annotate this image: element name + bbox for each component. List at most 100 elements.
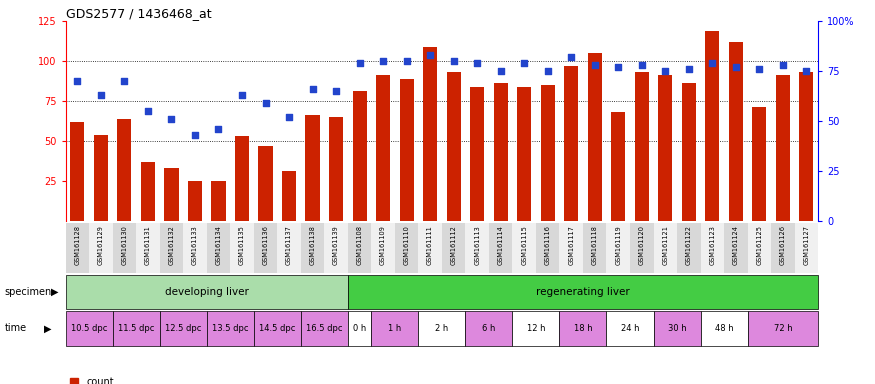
Point [117,78,131,84]
Bar [466,223,489,273]
Text: time: time [4,323,26,333]
Legend: count, percentile rank within the sample: count, percentile rank within the sample [71,377,251,384]
Point [94,92,108,98]
Text: 48 h: 48 h [715,324,733,333]
Text: 14.5 dpc: 14.5 dpc [259,324,296,333]
Point [470,60,484,66]
Bar [164,168,178,221]
Bar [776,75,790,221]
Text: GSM161134: GSM161134 [215,225,221,265]
Text: 2 h: 2 h [435,324,449,333]
Point [517,60,531,66]
Text: 30 h: 30 h [668,324,686,333]
Text: GSM161137: GSM161137 [286,225,292,265]
Bar [564,66,578,221]
FancyBboxPatch shape [206,311,254,346]
Bar [371,223,395,273]
Bar [513,223,536,273]
FancyBboxPatch shape [559,311,606,346]
Bar [418,223,442,273]
Bar [188,181,202,221]
Bar [541,85,555,221]
Point [729,64,743,70]
FancyBboxPatch shape [606,311,654,346]
Point [658,68,672,74]
Bar [611,112,626,221]
Bar [66,223,89,273]
FancyBboxPatch shape [66,275,348,309]
Bar [654,223,677,273]
Bar [517,87,531,221]
Point [634,62,648,68]
Point [493,68,507,74]
FancyBboxPatch shape [348,275,818,309]
Point [258,100,272,106]
FancyBboxPatch shape [654,311,701,346]
Text: GSM161121: GSM161121 [662,225,668,265]
Text: GSM161125: GSM161125 [756,225,762,265]
Bar [771,223,794,273]
Text: GSM161120: GSM161120 [639,225,645,265]
Text: 1 h: 1 h [388,324,402,333]
Bar [117,119,131,221]
Text: GSM161130: GSM161130 [122,225,128,265]
Point [752,66,766,72]
Text: ▶: ▶ [51,287,59,297]
Bar [141,162,155,221]
Point [776,62,790,68]
Point [353,60,367,66]
Bar [94,134,108,221]
Text: 24 h: 24 h [620,324,640,333]
Text: regenerating liver: regenerating liver [536,287,630,297]
Text: GSM161116: GSM161116 [545,225,550,265]
Bar [800,72,814,221]
Text: 6 h: 6 h [482,324,495,333]
FancyBboxPatch shape [66,311,113,346]
Bar [212,181,226,221]
Text: GSM161131: GSM161131 [145,225,150,265]
FancyBboxPatch shape [747,311,818,346]
Bar [606,223,630,273]
Point [612,64,626,70]
Text: 11.5 dpc: 11.5 dpc [118,324,154,333]
Text: GSM161110: GSM161110 [403,225,410,265]
Bar [329,117,343,221]
FancyBboxPatch shape [160,311,206,346]
Text: 10.5 dpc: 10.5 dpc [71,324,108,333]
Bar [206,223,230,273]
Bar [559,223,583,273]
Text: 12 h: 12 h [527,324,545,333]
Point [682,66,696,72]
Bar [277,223,301,273]
Text: GSM161127: GSM161127 [803,225,809,265]
Bar [183,223,206,273]
Text: GSM161114: GSM161114 [498,225,504,265]
Bar [470,87,484,221]
Text: 18 h: 18 h [574,324,592,333]
Text: GSM161111: GSM161111 [427,225,433,265]
Bar [489,223,513,273]
Bar [301,223,325,273]
Point [305,86,319,92]
Text: GSM161117: GSM161117 [568,225,574,265]
Text: 0 h: 0 h [353,324,367,333]
Bar [729,42,743,221]
Bar [442,223,466,273]
Bar [282,171,296,221]
Bar [752,108,766,221]
Bar [658,75,672,221]
Point [800,68,814,74]
Bar [701,223,724,273]
Point [424,52,438,58]
Point [705,60,719,66]
Text: GSM161132: GSM161132 [169,225,174,265]
Text: GSM161109: GSM161109 [380,225,386,265]
Text: GSM161138: GSM161138 [310,225,316,265]
FancyBboxPatch shape [301,311,348,346]
Point [188,132,202,138]
Text: 16.5 dpc: 16.5 dpc [306,324,342,333]
FancyBboxPatch shape [371,311,418,346]
Bar [630,223,654,273]
Text: 13.5 dpc: 13.5 dpc [212,324,248,333]
Text: developing liver: developing liver [164,287,248,297]
